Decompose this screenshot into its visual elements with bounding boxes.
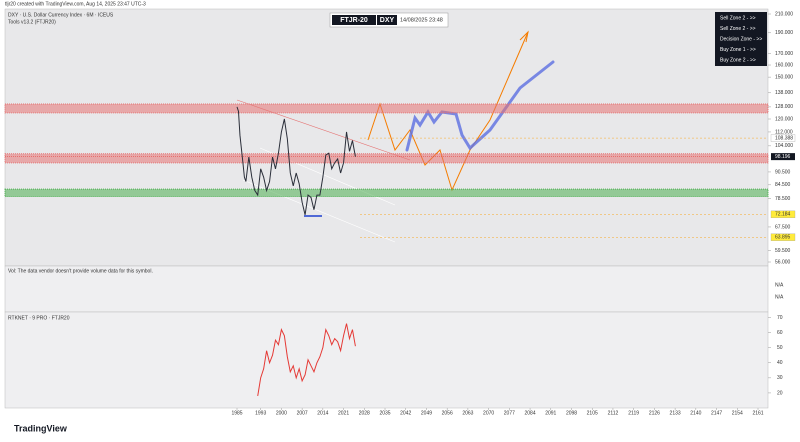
zone-band xyxy=(4,188,769,197)
zone-band xyxy=(4,153,769,164)
y-tick-label: 128.000 xyxy=(775,104,793,110)
x-tick-label: 2147 xyxy=(711,410,722,416)
level-badge xyxy=(770,233,796,241)
osc-tick-label: 60 xyxy=(777,330,783,336)
x-tick-label: 2056 xyxy=(442,410,453,416)
symbol-badge xyxy=(377,15,397,25)
x-tick-label: 1993 xyxy=(255,410,266,416)
y-tick-label: 90.500 xyxy=(775,169,791,175)
x-tick-label: 2098 xyxy=(566,410,577,416)
x-tick-label: 2042 xyxy=(400,410,411,416)
y-tick-label: 120.000 xyxy=(775,116,793,122)
oscillator-pane xyxy=(4,311,769,409)
zones-box xyxy=(715,12,767,66)
volume-note: Vol: The data vendor doesn't provide vol… xyxy=(8,268,153,274)
y-tick-label: 210.000 xyxy=(775,11,793,17)
volume-axis-label: N/A xyxy=(775,282,784,288)
brand-label: FTJR-20 xyxy=(340,17,368,24)
osc-tick-label: 20 xyxy=(777,390,783,396)
x-tick-label: 2007 xyxy=(297,410,308,416)
x-tick-label: 2154 xyxy=(732,410,743,416)
zone-band xyxy=(4,103,769,114)
level-label: 72.184 xyxy=(775,212,791,218)
x-tick-label: 2035 xyxy=(379,410,390,416)
y-tick-label: 170.000 xyxy=(775,51,793,57)
y-tick-label: 56.000 xyxy=(775,259,791,265)
level-badge xyxy=(770,210,796,219)
zone-label: Sell Zone 2 - >> xyxy=(720,15,756,21)
y-tick-label: 84.500 xyxy=(775,182,791,188)
y-tick-label: 112.000 xyxy=(775,129,793,135)
price-pane xyxy=(4,8,769,267)
oscillator-title: RTKNET · 9 PRO · FTJR20 xyxy=(8,315,70,321)
osc-tick-label: 30 xyxy=(777,375,783,381)
price-line xyxy=(236,106,356,215)
x-tick-label: 2049 xyxy=(421,410,432,416)
zone-label: Buy Zone 1 - >> xyxy=(720,47,756,53)
level-label: 63.895 xyxy=(775,235,791,241)
osc-tick-label: 50 xyxy=(777,345,783,351)
x-tick-label: 2021 xyxy=(338,410,349,416)
oscillator-line xyxy=(257,323,356,397)
level-badge xyxy=(770,134,796,142)
zone-label: Buy Zone 2 - >> xyxy=(720,57,756,63)
osc-tick-label: 40 xyxy=(777,360,783,366)
y-tick-label: 138.000 xyxy=(775,90,793,96)
x-tick-label: 2105 xyxy=(587,410,598,416)
y-tick-label: 104.000 xyxy=(775,143,793,149)
x-tick-label: 2140 xyxy=(690,410,701,416)
datetime-label: 14/08/2025 23:48 xyxy=(400,17,443,23)
level-label: 108.388 xyxy=(775,135,793,141)
symbol-label: DXY xyxy=(380,17,395,24)
zone-label: Sell Zone 2 - >> xyxy=(720,26,756,32)
volume-pane xyxy=(4,265,769,313)
y-tick-label: 190.000 xyxy=(775,30,793,36)
last-price-badge xyxy=(771,153,795,161)
x-tick-label: 2126 xyxy=(649,410,660,416)
x-tick-label: 2077 xyxy=(504,410,515,416)
zone-label: Decision Zone - >> xyxy=(720,36,762,42)
x-tick-label: 2028 xyxy=(359,410,370,416)
y-tick-label: 59.500 xyxy=(775,248,791,254)
osc-tick-label: 70 xyxy=(777,315,783,321)
brand-badge xyxy=(332,15,376,25)
x-tick-label: 2014 xyxy=(317,410,328,416)
x-tick-label: 2000 xyxy=(276,410,287,416)
symbol-info: DXY · U.S. Dollar Currency Index · 6M · … xyxy=(8,12,114,18)
y-tick-label: 78.500 xyxy=(775,196,791,202)
last-price-label: 98.196 xyxy=(775,154,791,160)
x-tick-label: 2119 xyxy=(628,410,639,416)
brand-logo: TradingView xyxy=(14,423,68,433)
tools-info: Tools v13.2 (FTJR20) xyxy=(8,19,56,25)
x-tick-label: 2161 xyxy=(752,410,763,416)
x-tick-label: 2084 xyxy=(525,410,536,416)
y-tick-label: 150.000 xyxy=(775,74,793,80)
x-tick-label: 2070 xyxy=(483,410,494,416)
x-tick-label: 2063 xyxy=(462,410,473,416)
credit: tljr20 created with TradingView.com, Aug… xyxy=(5,1,146,7)
x-tick-label: 1985 xyxy=(231,410,242,416)
y-tick-label: 160.000 xyxy=(775,62,793,68)
volume-axis-label: N/A xyxy=(775,294,784,300)
x-tick-label: 2112 xyxy=(608,410,619,416)
arrow-head xyxy=(519,30,529,43)
x-tick-label: 2133 xyxy=(670,410,681,416)
y-tick-label: 67.500 xyxy=(775,224,791,230)
x-tick-label: 2091 xyxy=(545,410,556,416)
